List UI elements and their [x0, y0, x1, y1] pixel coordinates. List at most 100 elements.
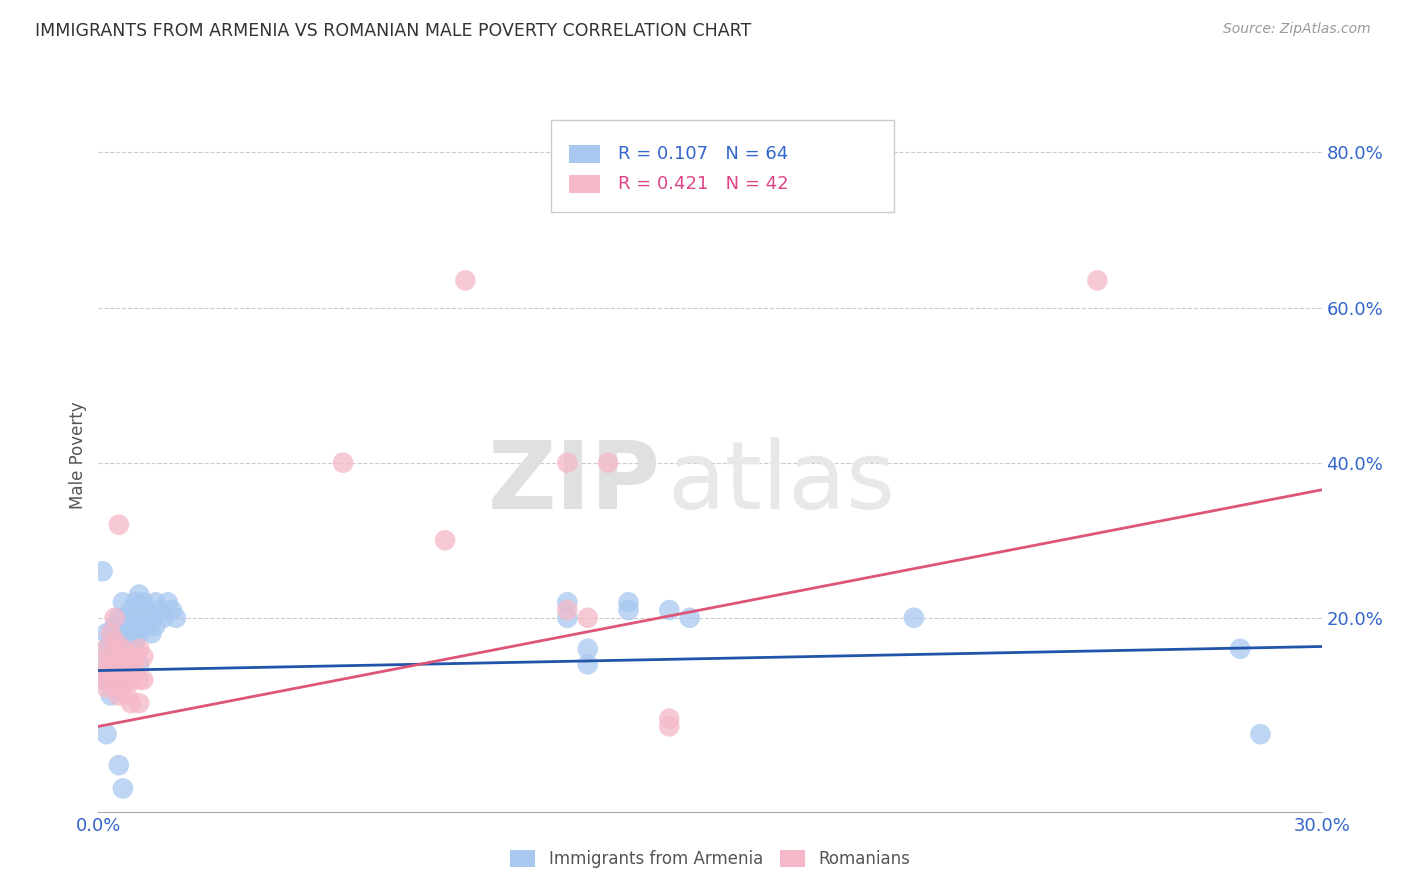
Point — [658, 603, 681, 617]
Point — [111, 618, 134, 632]
Point — [96, 673, 118, 687]
Point — [128, 611, 150, 625]
Point — [141, 626, 163, 640]
Point — [128, 696, 150, 710]
Text: Source: ZipAtlas.com: Source: ZipAtlas.com — [1223, 22, 1371, 37]
Point — [141, 611, 163, 625]
Point — [152, 611, 174, 625]
Point — [108, 665, 131, 679]
Point — [120, 673, 142, 687]
Point — [617, 603, 640, 617]
Point — [111, 681, 134, 695]
Point — [96, 626, 118, 640]
Point — [555, 456, 579, 470]
Point — [1085, 273, 1108, 287]
Point — [679, 611, 702, 625]
Point — [658, 719, 681, 733]
Point — [132, 618, 155, 632]
Point — [111, 641, 134, 656]
Point — [434, 533, 457, 548]
Point — [120, 641, 142, 656]
Point — [91, 564, 114, 578]
Point — [124, 665, 146, 679]
Point — [96, 641, 118, 656]
Point — [104, 673, 127, 687]
Point — [617, 595, 640, 609]
Point — [100, 626, 122, 640]
Point — [454, 273, 477, 287]
Point — [104, 681, 127, 695]
Point — [108, 626, 131, 640]
Point — [108, 665, 131, 679]
Point — [598, 456, 620, 470]
Point — [104, 611, 127, 625]
Point — [108, 611, 131, 625]
Point — [332, 456, 354, 470]
Point — [108, 681, 131, 695]
Point — [120, 626, 142, 640]
Point — [115, 649, 138, 664]
Point — [136, 603, 159, 617]
Point — [100, 649, 122, 664]
Text: R = 0.107   N = 64: R = 0.107 N = 64 — [619, 145, 789, 162]
Point — [108, 649, 131, 664]
Point — [128, 626, 150, 640]
Point — [136, 618, 159, 632]
Point — [100, 689, 122, 703]
Point — [100, 665, 122, 679]
Point — [128, 641, 150, 656]
Point — [120, 657, 142, 672]
Point — [120, 665, 142, 679]
Point — [100, 673, 122, 687]
Point — [111, 673, 134, 687]
Bar — [569, 175, 600, 193]
Point — [104, 634, 127, 648]
Point — [128, 673, 150, 687]
Point — [555, 595, 579, 609]
Y-axis label: Male Poverty: Male Poverty — [69, 401, 87, 508]
Point — [108, 758, 131, 772]
Point — [576, 641, 599, 656]
Point — [1249, 727, 1271, 741]
Point — [96, 727, 118, 741]
Point — [100, 657, 122, 672]
Point — [1229, 641, 1251, 656]
Point — [115, 665, 138, 679]
Point — [104, 641, 127, 656]
Point — [145, 618, 167, 632]
Bar — [569, 145, 600, 162]
Point — [91, 673, 114, 687]
Point — [132, 649, 155, 664]
Point — [124, 618, 146, 632]
Point — [104, 618, 127, 632]
Point — [160, 603, 183, 617]
Point — [165, 611, 187, 625]
Point — [115, 649, 138, 664]
Point — [576, 657, 599, 672]
Point — [132, 595, 155, 609]
Text: R = 0.421   N = 42: R = 0.421 N = 42 — [619, 175, 789, 193]
Point — [124, 634, 146, 648]
Point — [111, 781, 134, 796]
Point — [124, 649, 146, 664]
Point — [111, 657, 134, 672]
Point — [555, 603, 579, 617]
Point — [120, 696, 142, 710]
Point — [149, 603, 172, 617]
Point — [115, 611, 138, 625]
Point — [128, 588, 150, 602]
Text: atlas: atlas — [668, 437, 896, 530]
Point — [576, 611, 599, 625]
Point — [96, 665, 118, 679]
Point — [903, 611, 925, 625]
Point — [115, 665, 138, 679]
Point — [111, 634, 134, 648]
Point — [115, 626, 138, 640]
Point — [111, 657, 134, 672]
Point — [156, 595, 179, 609]
Point — [104, 657, 127, 672]
FancyBboxPatch shape — [551, 120, 894, 212]
Point — [111, 595, 134, 609]
Point — [658, 712, 681, 726]
Point — [108, 517, 131, 532]
